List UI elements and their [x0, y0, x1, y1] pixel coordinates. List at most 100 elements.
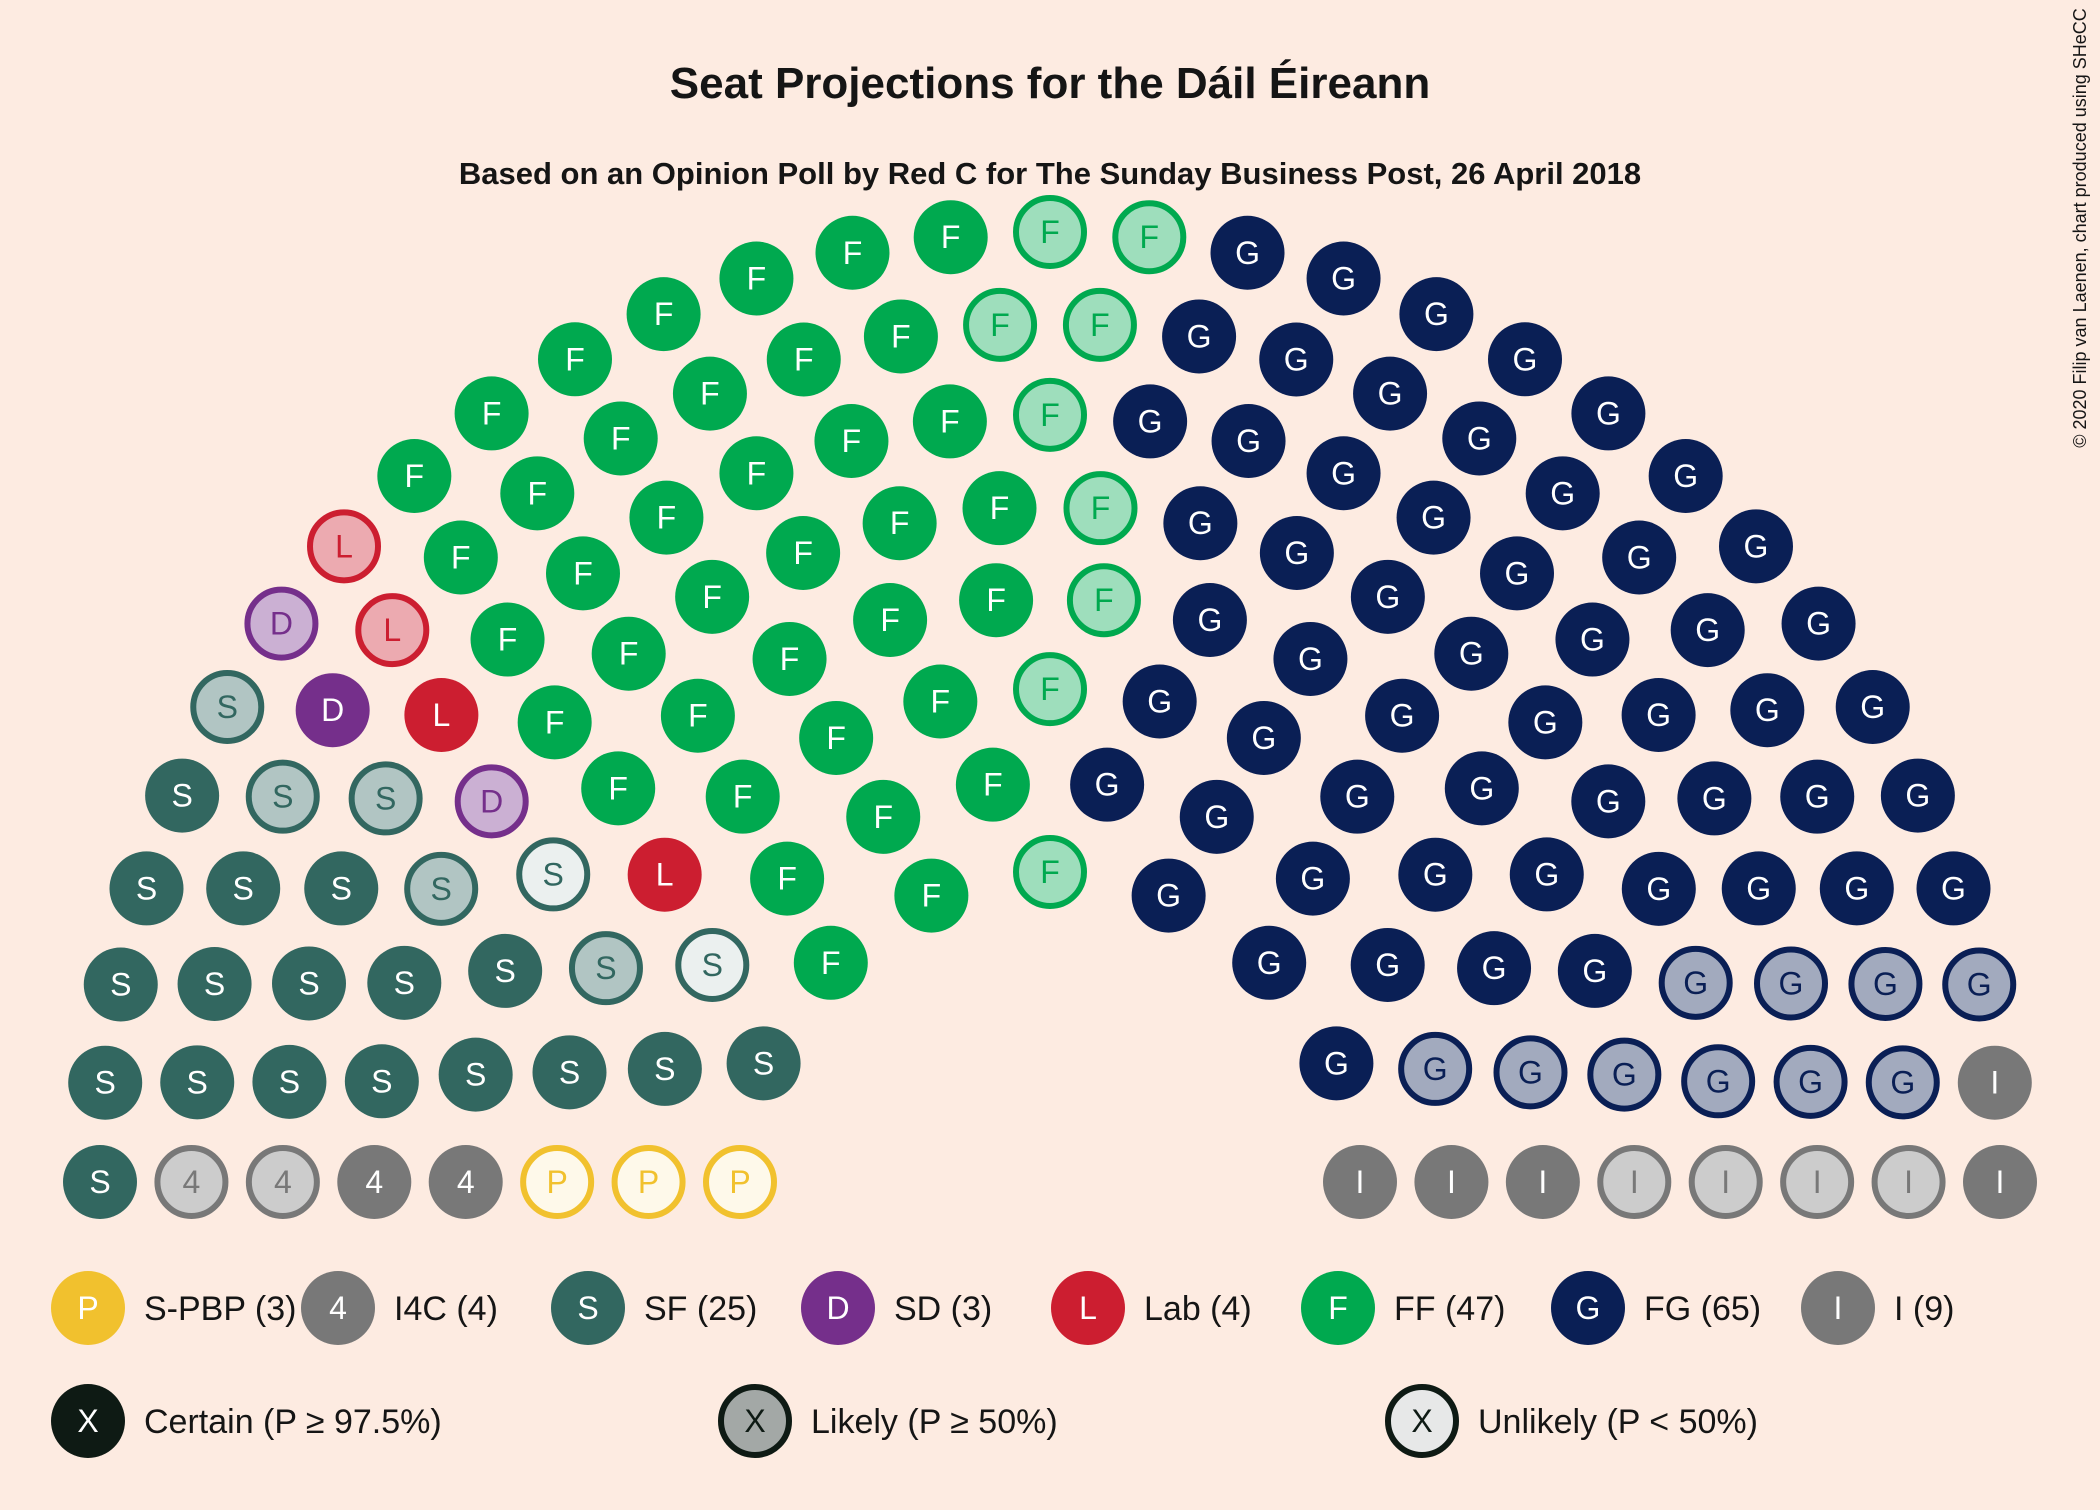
- seat-circle: [1350, 927, 1425, 1002]
- seat-fg: G: [1306, 241, 1381, 316]
- seat-ff: F: [766, 515, 841, 590]
- seat-ff: F: [423, 520, 498, 595]
- seat-fg: G: [1131, 858, 1206, 933]
- seat-circle: [520, 1145, 595, 1219]
- seat-circle: [1551, 1271, 1625, 1345]
- seat-letter: F: [1140, 219, 1160, 255]
- seat-circle: [83, 947, 158, 1022]
- seat-letter: S: [577, 1290, 598, 1326]
- legend-label: Lab (4): [1144, 1290, 1252, 1328]
- seat-circle: [1916, 851, 1991, 926]
- seat-letter: G: [1550, 475, 1575, 511]
- seat-letter: G: [1235, 235, 1260, 271]
- seat-sf: S: [190, 670, 265, 744]
- seat-circle: [913, 200, 988, 275]
- seat-circle: [1773, 1044, 1848, 1119]
- seat-circle: [1399, 277, 1474, 352]
- seat-circle: [846, 779, 921, 854]
- seat-fg: G: [1163, 486, 1238, 561]
- seat-fg: G: [1681, 1044, 1756, 1119]
- seat-letter: G: [1673, 458, 1698, 494]
- seat-sf: S: [271, 946, 346, 1021]
- seat-circle: [1587, 1037, 1662, 1112]
- chart-title: Seat Projections for the Dáil Éireann: [670, 58, 1430, 108]
- seat-ff: F: [545, 536, 620, 611]
- seat-circle: [545, 536, 620, 611]
- seat-letter: G: [1482, 950, 1507, 986]
- seat-letter: F: [826, 720, 846, 756]
- legend-item-sf: S SF (25): [551, 1271, 757, 1345]
- legend-item-fg: G FG (65): [1551, 1271, 1761, 1345]
- seat-letter: S: [204, 966, 225, 1002]
- seat-letter: F: [733, 779, 753, 815]
- seat-letter: G: [1459, 636, 1484, 672]
- seat-fg: G: [1587, 1037, 1662, 1112]
- legend-swatch-sf: S: [551, 1271, 625, 1345]
- seat-circle: [1505, 1145, 1580, 1219]
- seat-ff: F: [793, 925, 868, 1000]
- seat-circle: [1112, 200, 1187, 275]
- seat-letter: G: [1284, 535, 1309, 571]
- seat-fg: G: [1259, 322, 1334, 397]
- seat-letter: S: [217, 689, 238, 725]
- seat-letter: G: [1513, 341, 1538, 377]
- seat-fg: G: [1721, 851, 1796, 926]
- seat-circle: [1210, 215, 1285, 290]
- seat-circle: [1621, 677, 1696, 752]
- seat-circle: [500, 456, 575, 531]
- seat-circle: [863, 299, 938, 374]
- seat-circle: [963, 287, 1038, 362]
- seat-circle: [304, 851, 379, 926]
- seat-letter: G: [1298, 641, 1323, 677]
- seat-circle: [568, 931, 643, 1006]
- seat-letter: G: [1596, 783, 1621, 819]
- seat-letter: S: [753, 1045, 774, 1081]
- seat-letter: L: [335, 528, 353, 564]
- seat-circle: [1754, 946, 1829, 1021]
- seat-circle: [1780, 759, 1855, 834]
- seat-circle: [1051, 1271, 1125, 1345]
- seat-sf: S: [177, 946, 252, 1021]
- seat-circle: [244, 586, 319, 661]
- seat-circle: [1658, 945, 1733, 1020]
- seat-letter: I: [1813, 1164, 1822, 1200]
- seat-sf: S: [367, 945, 442, 1020]
- seat-circle: [959, 563, 1034, 638]
- seat-circle: [1232, 925, 1307, 1000]
- seat-ff: F: [672, 356, 747, 431]
- seat-ff: F: [719, 241, 794, 316]
- certainty-swatch-unlikely: X: [1385, 1384, 1459, 1458]
- legend-label: FF (47): [1394, 1290, 1505, 1328]
- seat-letter: F: [498, 622, 518, 658]
- seat-letter: G: [1596, 395, 1621, 431]
- seat-ff: F: [626, 277, 701, 352]
- seat-ind: I: [1597, 1145, 1672, 1219]
- seat-circle: [1801, 1271, 1875, 1345]
- seat-ff: F: [517, 685, 592, 760]
- seat-circle: [68, 1045, 143, 1120]
- seat-circle: [1488, 322, 1562, 397]
- seat-fg: G: [1350, 927, 1425, 1002]
- seat-letter: G: [1375, 579, 1400, 615]
- seat-letter: F: [986, 582, 1006, 618]
- seat-sd: D: [244, 586, 319, 661]
- seat-letter: S: [89, 1164, 110, 1200]
- seat-letter: S: [595, 950, 616, 986]
- seat-circle: [454, 376, 529, 451]
- seat-letter: G: [1533, 704, 1558, 740]
- seat-ind: I: [1963, 1145, 2037, 1219]
- seat-letter: G: [1755, 692, 1780, 728]
- seat-letter: G: [1798, 1064, 1823, 1100]
- seat-circle: [177, 946, 252, 1021]
- seat-ind: I: [1871, 1145, 1946, 1219]
- seat-ff: F: [815, 215, 890, 290]
- seat-letter: I: [1996, 1164, 2005, 1200]
- seat-fg: G: [1480, 536, 1555, 611]
- seat-circle: [719, 436, 794, 511]
- seat-circle: [307, 509, 382, 584]
- seat-circle: [1670, 593, 1745, 668]
- seat-ff: F: [903, 664, 978, 739]
- seat-letter: G: [1424, 296, 1449, 332]
- seat-ff: F: [719, 436, 794, 511]
- seat-circle: [1306, 436, 1381, 511]
